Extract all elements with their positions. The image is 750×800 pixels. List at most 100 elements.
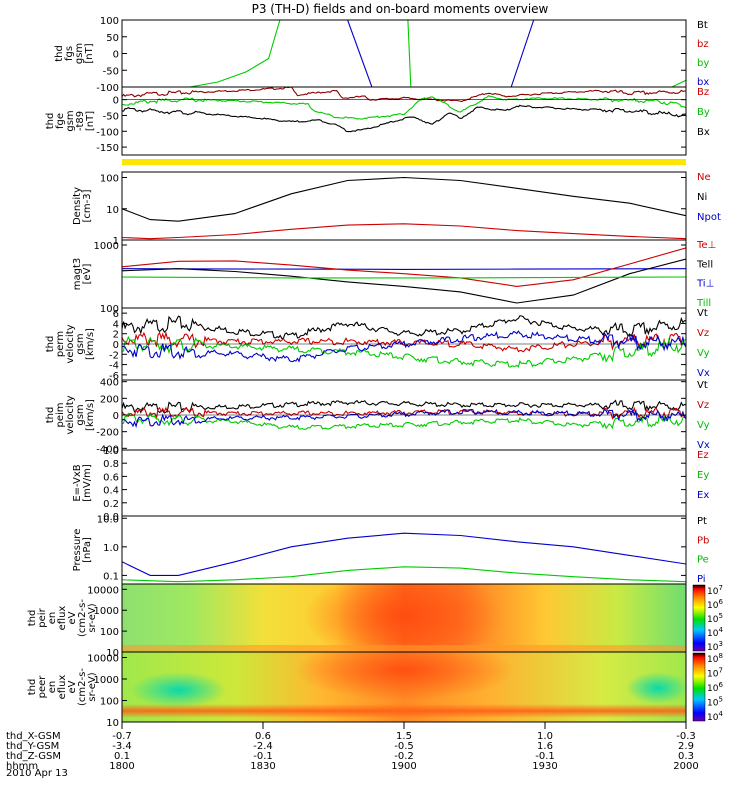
velperm-ytick: 4 (113, 319, 119, 330)
svg-text:perm: perm (55, 331, 66, 357)
fge-legend-entry: By (697, 107, 710, 118)
velperm-legend-entry: Vz (697, 328, 709, 339)
svg-text:fgs: fgs (64, 46, 75, 61)
fge-frame (121, 86, 687, 156)
fge-series-line (122, 87, 686, 103)
svg-text:en: en (47, 681, 58, 694)
ele_spec-colorbar-tick: 105 (707, 696, 723, 709)
velpeim-ylabel: thd peim velocity gsm [km/s] (45, 395, 96, 434)
svg-text:gsm: gsm (75, 404, 86, 425)
svg-text:eflux: eflux (57, 606, 68, 631)
pressure-legend-entry: Pi (697, 574, 706, 585)
velpeim-ytick: 0 (113, 411, 119, 422)
ion_spec-ytick: 10 (106, 648, 119, 659)
ion_spec-colorbar-tick: 105 (707, 612, 723, 625)
velpeim-ytick: 200 (100, 394, 119, 405)
svg-text:[km/s]: [km/s] (85, 399, 96, 431)
ion_spec-colorbar-tick: 107 (707, 584, 723, 597)
ele_spec-colorbar-tick: 107 (707, 667, 723, 680)
ephem-value: 1.0 (537, 731, 553, 742)
density-ytick: 10 (106, 205, 119, 216)
panel-pressure: 10.0 1.0 0.1 Pressure [nPa] Pt Pb Pe Pi (72, 514, 709, 585)
pressure-frame (121, 515, 687, 585)
density-legend-entry: Npot (697, 212, 721, 223)
velperm-ytick: 0 (113, 340, 119, 351)
density-legend-entry: Ne (697, 172, 711, 183)
svg-text:gsm: gsm (74, 43, 85, 64)
ephem-value: 1830 (250, 761, 275, 772)
temp-series-line (122, 258, 686, 304)
ephem-label: thd_Z-GSM (6, 751, 61, 762)
fge-ytick: 0 (113, 96, 119, 107)
pressure-ylabel: Pressure [nPa] (72, 529, 93, 572)
temp-series (122, 247, 686, 304)
velperm-series-line (122, 330, 686, 363)
ephem-value: 1900 (391, 761, 416, 772)
svg-text:velocity: velocity (65, 395, 76, 434)
fge-series-line (122, 104, 686, 133)
velperm-series-line (122, 315, 686, 339)
svg-text:[cm-3]: [cm-3] (82, 189, 93, 222)
svg-text:gsm: gsm (65, 110, 76, 131)
ephem-value: -0.5 (394, 741, 414, 752)
svg-text:thd: thd (27, 610, 38, 627)
velpeim-series-line (122, 412, 686, 430)
panel-fge: 0 -50 -100 -150 thd fge gsm -t89 [nT] Bz By Bx (45, 86, 710, 156)
fgs-series-line (407, 20, 412, 87)
svg-text:en: en (47, 612, 58, 625)
svg-text:[nT]: [nT] (85, 111, 96, 131)
ephem-value: 0.6 (255, 731, 271, 742)
ephem-label: thd_Y-GSM (6, 741, 59, 752)
ion_spec-colorbar-tick: 106 (707, 598, 723, 611)
ephem-value: -0.7 (112, 731, 132, 742)
ephem-value: -3.4 (112, 741, 132, 752)
ephem-value: -0.2 (394, 751, 414, 762)
svg-text:peim: peim (55, 402, 66, 427)
svg-text:[nPa]: [nPa] (82, 537, 93, 563)
temp-ytick: 1000 (94, 241, 119, 252)
velperm-ytick: -4 (109, 361, 119, 372)
density-series-line (122, 176, 686, 222)
ephem-value: 2000 (673, 761, 698, 772)
ion_spec-colorbar (692, 584, 706, 652)
svg-text:gsm: gsm (75, 333, 86, 354)
svg-text:Pressure: Pressure (72, 529, 83, 572)
svg-text:eV: eV (67, 680, 78, 693)
panel-density: 100 10 1 Density [cm-3] Ne Ni Npot (72, 171, 721, 247)
density-frame (121, 171, 687, 241)
ion_spec-ytick: 100 (100, 627, 119, 638)
fgs-series-line (510, 20, 535, 87)
fgs-series-line (671, 79, 686, 87)
fgs-ytick: 100 (100, 16, 119, 27)
svg-text:velocity: velocity (65, 324, 76, 363)
velpeim-ytick: 400 (100, 378, 119, 389)
ion_spec-colorbar-tick: 104 (707, 626, 723, 639)
velpeim-legend-entry: Vt (697, 380, 708, 391)
fge-ytick: -50 (103, 111, 119, 122)
efield-ytick: 0.8 (103, 459, 119, 470)
efield-ylabel: E=-VxB [mV/m] (72, 464, 93, 502)
ele_spec-colorbar-tick: 104 (707, 710, 723, 723)
ele_spec-colorbar (692, 652, 706, 722)
svg-text:(cm2-s-: (cm2-s- (77, 599, 88, 637)
fge-legend-entry: Bz (697, 87, 709, 98)
ion_spec-ytick: 10000 (87, 585, 119, 596)
svg-text:fge: fge (55, 113, 66, 129)
ele_spec-ytick: 100 (100, 696, 119, 707)
velperm-legend-entry: Vy (697, 348, 710, 359)
svg-text:E=-VxB: E=-VxB (72, 464, 83, 501)
efield-ytick: 0.0 (103, 512, 119, 523)
fgs-ytick: 0 (113, 50, 119, 61)
pressure-ytick: 10.0 (97, 514, 119, 525)
ephem-value: 0.3 (678, 751, 694, 762)
fgs-frame (121, 19, 687, 88)
velpeim-legend-entry: Vx (697, 440, 710, 451)
svg-text:eflux: eflux (57, 675, 68, 700)
fgs-ytick: -50 (103, 66, 119, 77)
velperm-ytick: -6 (109, 371, 119, 382)
temp-legend-entry: Te⊥ (696, 240, 716, 251)
svg-text:-t89: -t89 (75, 111, 86, 131)
efield-ytick: 0.2 (103, 499, 119, 510)
